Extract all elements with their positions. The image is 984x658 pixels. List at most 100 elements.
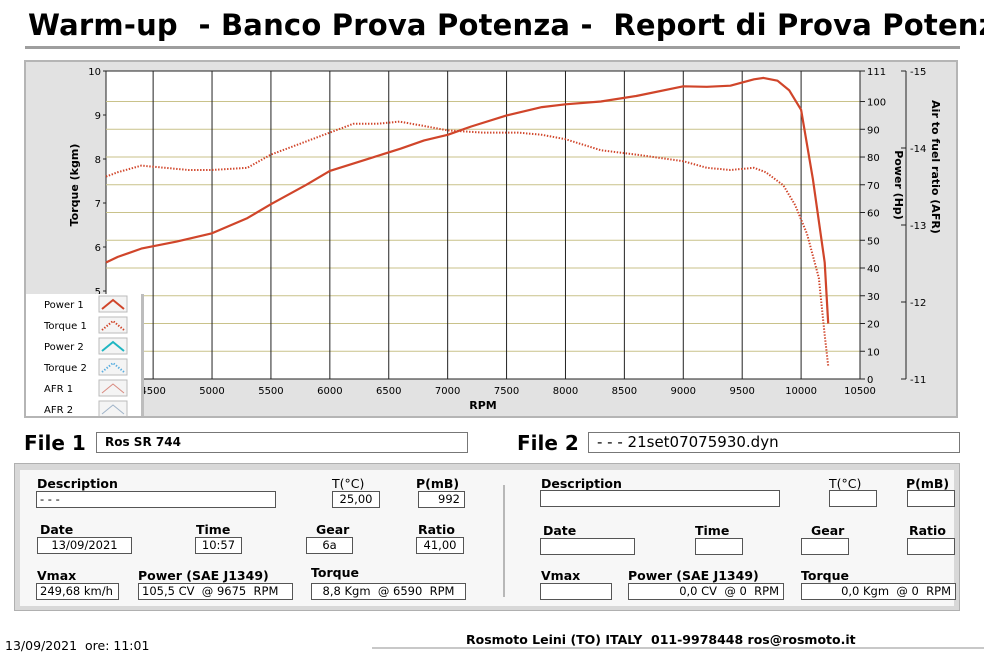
title-divider — [25, 46, 960, 49]
file2-power-label: Power (SAE J1349) — [628, 568, 759, 583]
file2-name-field[interactable]: - - - 21set07075930.dyn — [588, 432, 960, 453]
file1-date-label: Date — [40, 522, 74, 537]
file2-label: File 2 — [517, 431, 579, 455]
file2-gear-field[interactable] — [801, 538, 849, 555]
legend-swatch-box — [98, 379, 128, 397]
left-axis-title: Torque (kgm) — [68, 144, 81, 227]
legend-label: Power 1 — [44, 300, 84, 311]
left-tick-label: 7 — [95, 199, 101, 210]
file2-torque-label: Torque — [801, 568, 849, 583]
file2-time-field[interactable] — [695, 538, 743, 555]
file1-power-field[interactable]: 105,5 CV @ 9675 RPM — [138, 583, 293, 600]
afr-tick-label: -11 — [910, 375, 926, 386]
x-tick-label: 9500 — [729, 386, 754, 397]
x-tick-label: 10000 — [785, 386, 817, 397]
file1-ratio-label: Ratio — [418, 522, 455, 537]
file1-pressure-label: P(mB) — [416, 476, 460, 491]
file1-pressure-field[interactable]: 992 — [418, 491, 465, 508]
file2-temp-field[interactable] — [829, 490, 877, 507]
right-tick-label: 40 — [867, 264, 880, 275]
file1-date-field[interactable]: 13/09/2021 — [37, 537, 132, 554]
footer-company: Rosmoto Leini (TO) ITALY 011-9978448 ros… — [466, 632, 856, 647]
file1-power-label: Power (SAE J1349) — [138, 568, 269, 583]
x-tick-label: 7000 — [435, 386, 460, 397]
file1-description-field[interactable]: - - - — [36, 491, 276, 508]
afr-tick-label: -12 — [910, 298, 926, 309]
legend-swatch-box — [98, 337, 128, 355]
file2-description-label: Description — [541, 476, 622, 491]
right-tick-label: 30 — [867, 292, 880, 303]
legend-swatch-box — [98, 358, 128, 376]
file2-pressure-field[interactable] — [907, 490, 955, 507]
legend-swatch-box — [98, 316, 128, 334]
legend-swatch-afr-1 — [101, 383, 125, 394]
file1-time-field[interactable]: 10:57 — [195, 537, 242, 554]
x-tick-label: 6500 — [376, 386, 401, 397]
file1-label: File 1 — [24, 431, 86, 455]
x-tick-label: 7500 — [494, 386, 519, 397]
file2-vmax-label: Vmax — [541, 568, 581, 583]
file2-description-field[interactable] — [540, 490, 780, 507]
file1-vmax-label: Vmax — [37, 568, 77, 583]
file2-ratio-field[interactable] — [907, 538, 955, 555]
file1-description-label: Description — [37, 476, 118, 491]
legend-scrollbar — [141, 294, 144, 416]
legend-swatch-afr-2 — [101, 404, 125, 415]
right-tick-label: 0 — [867, 375, 873, 386]
legend-swatch-box — [98, 295, 128, 313]
right-tick-label: 90 — [867, 125, 880, 136]
x-axis-title: RPM — [469, 399, 496, 412]
legend-label: AFR 1 — [44, 384, 73, 395]
file2-vmax-field[interactable] — [540, 583, 612, 600]
file1-temp-field[interactable]: 25,00 — [332, 491, 380, 508]
x-tick-label: 6000 — [317, 386, 342, 397]
panel-separator — [503, 485, 505, 597]
file1-temp-label: T(°C) — [332, 476, 365, 491]
right-tick-label: 70 — [867, 181, 880, 192]
file2-temp-label: T(°C) — [829, 476, 862, 491]
file1-vmax-field[interactable]: 249,68 km/h — [36, 583, 119, 600]
x-tick-label: 5500 — [258, 386, 283, 397]
file2-time-label: Time — [695, 523, 730, 538]
series-power-1-line — [105, 76, 830, 324]
x-tick-label: 5000 — [199, 386, 224, 397]
file2-power-field[interactable]: 0,0 CV @ 0 RPM — [628, 583, 784, 600]
file1-name-field[interactable]: Ros SR 744 — [96, 432, 468, 453]
x-tick-label: 9000 — [671, 386, 696, 397]
right-tick-label: 100 — [867, 98, 886, 109]
footer-divider — [372, 647, 984, 649]
report-title: Warm-up - Banco Prova Potenza - Report d… — [28, 8, 984, 42]
afr-tick-label: -14 — [910, 144, 926, 155]
legend-label: Torque 2 — [43, 363, 87, 374]
legend-label: Power 2 — [44, 342, 84, 353]
right-tick-label: 60 — [867, 209, 880, 220]
file1-torque-field[interactable]: 8,8 Kgm @ 6590 RPM — [311, 583, 466, 600]
legend-label: Torque 1 — [43, 321, 87, 332]
right-axis-title: Power (Hp) — [892, 150, 905, 220]
left-tick-label: 10 — [88, 67, 101, 78]
left-tick-label: 5 — [95, 287, 101, 298]
right-tick-label: 80 — [867, 153, 880, 164]
afr-tick-label: -15 — [910, 67, 926, 78]
left-tick-label: 9 — [95, 111, 101, 122]
x-tick-label: 4500 — [140, 386, 165, 397]
file2-torque-field[interactable]: 0,0 Kgm @ 0 RPM — [801, 583, 956, 600]
legend-swatch-box — [98, 400, 128, 416]
file1-gear-label: Gear — [316, 522, 350, 537]
right-tick-label: 50 — [867, 236, 880, 247]
file1-ratio-field[interactable]: 41,00 — [416, 537, 464, 554]
right-tick-label: 10 — [867, 347, 880, 358]
file2-ratio-label: Ratio — [909, 523, 946, 538]
footer-datetime: 13/09/2021 ore: 11:01 — [5, 638, 150, 653]
file2-pressure-label: P(mB) — [906, 476, 950, 491]
legend-swatch-power-1 — [101, 298, 125, 310]
afr-tick-label: -13 — [910, 221, 926, 232]
file2-date-field[interactable] — [540, 538, 635, 555]
file2-date-label: Date — [543, 523, 577, 538]
x-tick-label: 8500 — [612, 386, 637, 397]
right-tick-label: 111 — [867, 67, 886, 78]
plot-area — [105, 70, 861, 380]
file1-gear-field[interactable]: 6a — [306, 537, 353, 554]
afr-axis-title: Air to fuel ratio (AFR) — [929, 100, 942, 234]
chart-panel: 4500 5000 5500 6000 6500 7000 7500 8000 8500 9000… — [24, 60, 958, 418]
